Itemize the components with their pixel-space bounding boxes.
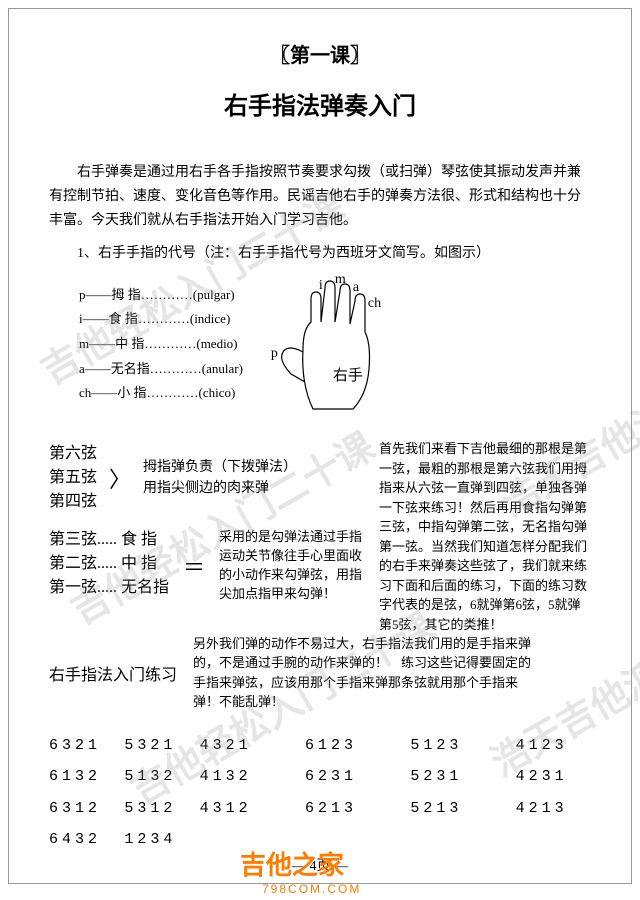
string-2: 第二弦..... 中 指 [49, 552, 169, 576]
sequence-cell: 5132 [124, 761, 199, 793]
sequence-cell [410, 824, 485, 856]
sequence-cell: 5231 [410, 761, 485, 793]
practice-title: 右手指法入门练习 [49, 661, 177, 685]
hand-label-i: i [319, 278, 323, 294]
sequence-row: 613251324132 6231 5231 4231 [49, 761, 591, 793]
sequence-cell: 4231 [516, 761, 591, 793]
finger-code-row: a——无名指…………(anular) [79, 357, 243, 382]
lesson-tag: 〖第一课〗 [49, 39, 591, 68]
string-1: 第一弦..... 无名指 [49, 576, 169, 600]
sequence-row: 632153214321 6123 5123 4123 [49, 730, 591, 762]
hand-label-m: m [335, 272, 346, 288]
sequence-cell: 5213 [410, 793, 485, 825]
sequence-cell: 4321 [200, 730, 275, 762]
sequence-cell: 6132 [49, 761, 124, 793]
sequence-cell: 4132 [200, 761, 275, 793]
logo-text: 吉他之家 [240, 845, 344, 882]
hand-diagram: i m a ch p 右手 [263, 274, 413, 414]
strings-123-list: 第三弦..... 食 指 第二弦..... 中 指 第一弦..... 无名指 [49, 528, 169, 603]
bracket-icon: 〉 [109, 462, 131, 494]
finger-code-row: ch——小 指…………(chico) [79, 381, 243, 406]
intro-paragraph: 右手弹奏是通过用右手各手指按照节奏要求勾拨（或扫弹）琴弦使其振动发声并兼有控制节… [49, 161, 591, 232]
practice-note: 另外我们弹的动作不易过大，右手指法我们用的是手指来弹的，不是通过手腕的动作来弹的… [193, 634, 533, 712]
hand-label-ch: ch [368, 296, 381, 312]
sequence-cell: 6213 [305, 793, 380, 825]
sequence-cell: 6321 [49, 730, 124, 762]
right-explanation-1: 首先我们来看下吉他最细的那根是第一弦，最粗的那根是第六弦我们用拇指来从六弦一直弹… [379, 439, 589, 634]
sequence-cell: 5321 [124, 730, 199, 762]
finger-code-list: p——拇 指…………(pulgar)i——食 指…………(indice)m——中… [79, 283, 243, 406]
strings-456-list: 第六弦 第五弦 第四弦 [49, 442, 97, 514]
sequence-cell: 4123 [516, 730, 591, 762]
sequence-row: 631253124312 6213 5213 4213 [49, 793, 591, 825]
sequence-cell: 4213 [516, 793, 591, 825]
finger-code-row: i——食 指…………(indice) [79, 307, 243, 332]
sequence-cell: 6123 [305, 730, 380, 762]
hand-label-a: a [353, 280, 359, 296]
sequence-cell [516, 824, 591, 856]
sequence-cell: 5312 [124, 793, 199, 825]
finger-code-row: p——拇 指…………(pulgar) [79, 283, 243, 308]
sequence-cell: 5123 [410, 730, 485, 762]
string-6: 第六弦 [49, 442, 97, 466]
finger-code-row: m——中 指…………(medio) [79, 332, 243, 357]
finger-code-section: p——拇 指…………(pulgar)i——食 指…………(indice)m——中… [49, 274, 591, 414]
logo-url: 798COM.COM [262, 882, 361, 896]
page-title: 右手指法弹奏入门 [49, 86, 591, 121]
practice-heading-block: 右手指法入门练习 另外我们弹的动作不易过大，右手指法我们用的是手指来弹的，不是通… [49, 634, 591, 712]
thumb-note: 拇指弹负责（下拨弹法） 用指尖侧边的肉来弹 [143, 457, 297, 499]
hand-label-right: 右手 [333, 364, 363, 385]
sequence-table: 632153214321 6123 5123 4123 613251324132 6231… [49, 730, 591, 856]
sequence-cell: 1234 [124, 824, 199, 856]
hook-note: 采用的是勾弹法通过手指运动关节像往手心里面收的小动作来勾弹弦，用指尖加点指甲来勾… [219, 528, 364, 603]
equals-icon: ＝ [183, 550, 205, 582]
hand-label-p: p [271, 346, 278, 362]
subheading-1: 1、右手手指的代号（注：右手手指代号为西班牙文简写。如图示） [49, 242, 591, 262]
sequence-cell: 4312 [200, 793, 275, 825]
string-3: 第三弦..... 食 指 [49, 528, 169, 552]
sequence-cell: 6231 [305, 761, 380, 793]
string-4: 第四弦 [49, 490, 97, 514]
sequence-cell: 6432 [49, 824, 124, 856]
string-5: 第五弦 [49, 466, 97, 490]
sequence-cell: 6312 [49, 793, 124, 825]
